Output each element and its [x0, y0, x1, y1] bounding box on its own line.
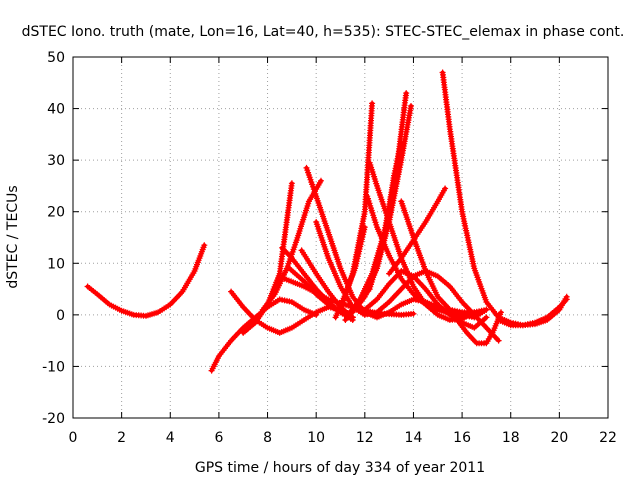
x-tick-label: 20	[550, 430, 568, 446]
plus-markers	[495, 296, 570, 329]
y-axis-label: dSTEC / TECUs	[5, 185, 21, 288]
chart-title: dSTEC Iono. truth (mate, Lon=16, Lat=40,…	[22, 24, 625, 40]
x-tick-label: 12	[356, 430, 374, 446]
plus-markers	[313, 219, 502, 344]
y-tick-label: -10	[42, 359, 65, 375]
y-tick-label: 0	[56, 308, 65, 324]
data-series	[398, 198, 490, 316]
data-series	[495, 296, 570, 329]
y-tick-label: 40	[47, 102, 65, 118]
x-tick-label: 16	[453, 430, 471, 446]
data-points	[84, 69, 570, 374]
y-tick-label: 30	[47, 153, 65, 169]
y-tick-label: 20	[47, 205, 65, 221]
x-tick-label: 6	[214, 430, 223, 446]
x-tick-label: 22	[599, 430, 617, 446]
series-line	[345, 91, 409, 317]
data-series	[84, 242, 208, 319]
x-tick-label: 0	[69, 430, 78, 446]
data-series	[386, 185, 449, 277]
y-tick-label: 50	[47, 50, 65, 66]
x-tick-label: 14	[405, 430, 423, 446]
y-tick-label: -20	[42, 411, 65, 427]
series-line	[440, 70, 569, 328]
plus-markers	[386, 185, 449, 277]
data-series	[313, 219, 502, 344]
x-axis-label: GPS time / hours of day 334 of year 2011	[195, 460, 485, 476]
data-series	[361, 268, 490, 331]
plus-markers	[84, 242, 208, 319]
data-series	[439, 69, 570, 329]
data-series	[344, 90, 410, 318]
x-tick-label: 2	[117, 430, 126, 446]
plus-markers	[398, 198, 490, 316]
x-tick-label: 4	[166, 430, 175, 446]
x-tick-label: 18	[502, 430, 520, 446]
x-tick-label: 10	[307, 430, 325, 446]
x-tick-label: 8	[263, 430, 272, 446]
grid	[73, 57, 608, 418]
axis-ticks: 0 2 4 6 8 10 12 14 16 18 20 22 -20 -10 0 10 20 30 40 50	[42, 50, 617, 446]
plot-frame	[72, 56, 609, 419]
y-tick-label: 10	[47, 256, 65, 272]
